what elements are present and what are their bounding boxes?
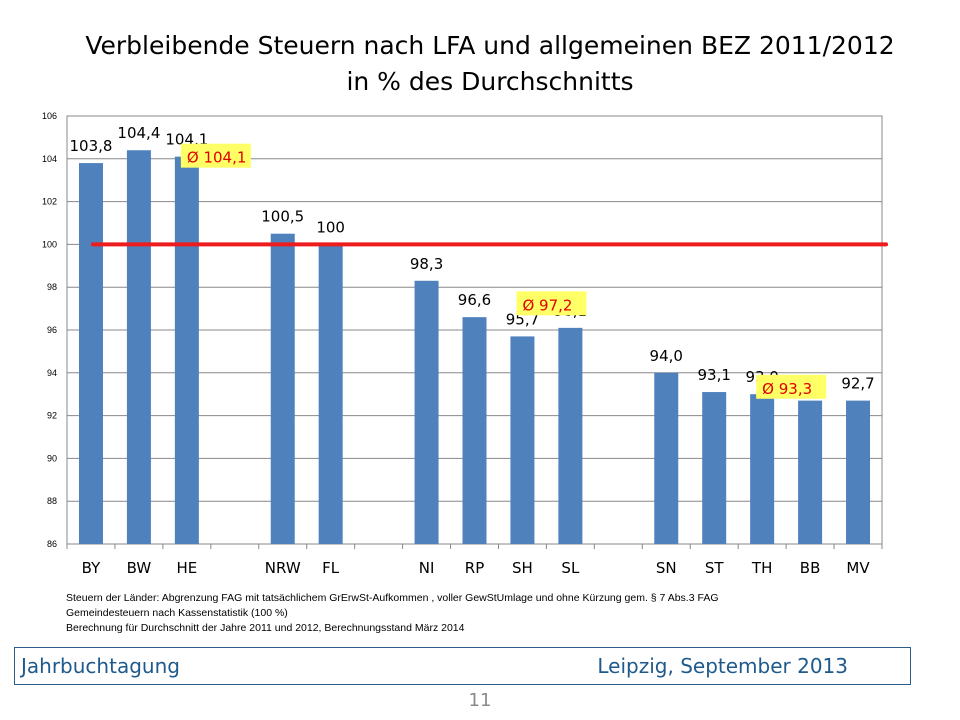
bar <box>558 327 583 544</box>
data-label: 100 <box>316 218 345 236</box>
data-label: 94,0 <box>650 347 683 365</box>
x-tick-label: NI <box>419 559 435 577</box>
y-tick-label: 90 <box>47 453 57 463</box>
x-tick-label: MV <box>846 559 870 577</box>
bar <box>750 394 775 544</box>
y-tick-label: 102 <box>42 197 57 207</box>
average-annotation-box <box>180 143 251 168</box>
y-tick-label: 88 <box>47 496 57 506</box>
y-tick-label: 98 <box>47 282 57 292</box>
chart-title-line2: in % des Durchschnitts <box>346 67 634 96</box>
chart-title: Verbleibende Steuern nach LFA und allgem… <box>0 28 960 100</box>
footer-box: Jahrbuchtagung Leipzig, September 2013 <box>14 647 911 685</box>
data-label: 100,5 <box>261 208 304 226</box>
bar <box>510 336 535 544</box>
bar <box>702 392 727 544</box>
x-tick-label: TH <box>751 559 772 577</box>
bar <box>78 163 103 544</box>
y-tick-label: 106 <box>42 111 57 121</box>
chart-notes: Steuern der Länder: Abgrenzung FAG mit t… <box>66 591 719 636</box>
bar <box>462 317 487 544</box>
bar <box>318 244 343 544</box>
bar <box>654 372 679 544</box>
y-tick-label: 96 <box>47 325 57 335</box>
y-tick-label: 92 <box>47 411 57 421</box>
x-tick-label: NRW <box>265 559 301 577</box>
y-tick-label: 104 <box>42 154 57 164</box>
bar <box>126 150 151 545</box>
bar <box>174 156 199 544</box>
average-annotation-label: Ø 93,3 <box>762 380 812 398</box>
y-tick-label: 94 <box>47 368 57 378</box>
x-tick-label: BY <box>82 559 101 577</box>
data-label: 96,6 <box>458 291 491 309</box>
chart-title-line1: Verbleibende Steuern nach LFA und allgem… <box>85 31 895 60</box>
data-label: 98,3 <box>410 255 443 273</box>
bar <box>414 280 439 544</box>
data-label: 93,1 <box>698 366 731 384</box>
x-tick-label: FL <box>322 559 340 577</box>
x-tick-label: BW <box>127 559 152 577</box>
bar <box>846 400 871 544</box>
footer-location-date: Leipzig, September 2013 <box>597 654 848 678</box>
note-line-3: Berechnung für Durchschnitt der Jahre 20… <box>66 622 465 634</box>
x-tick-label: HE <box>176 559 197 577</box>
average-annotation-label: Ø 104,1 <box>187 149 247 167</box>
average-annotation-box <box>516 291 587 316</box>
note-line-2: Gemeindesteuern nach Kassenstatistik (10… <box>66 607 288 619</box>
x-tick-label: SL <box>561 559 580 577</box>
bar <box>798 400 823 544</box>
note-line-1: Steuern der Länder: Abgrenzung FAG mit t… <box>66 592 719 604</box>
average-annotation-label: Ø 97,2 <box>522 296 572 314</box>
page-number: 11 <box>468 690 492 711</box>
average-annotation-box <box>756 374 827 399</box>
x-tick-label: RP <box>465 559 484 577</box>
bar-chart: 86 88 90 92 94 96 98 100 102 104 106 BY 103,8 BW 104,4… <box>42 111 889 577</box>
data-label: 104,4 <box>117 124 160 142</box>
x-tick-label: ST <box>705 559 725 577</box>
bar <box>270 233 295 544</box>
data-label: 92,7 <box>841 375 874 393</box>
footer-event: Jahrbuchtagung <box>21 654 180 678</box>
x-tick-label: SN <box>656 559 677 577</box>
y-tick-label: 100 <box>42 239 57 249</box>
y-tick-label: 86 <box>47 539 57 549</box>
x-tick-label: SH <box>512 559 533 577</box>
x-tick-label: BB <box>800 559 821 577</box>
data-label: 103,8 <box>69 137 112 155</box>
